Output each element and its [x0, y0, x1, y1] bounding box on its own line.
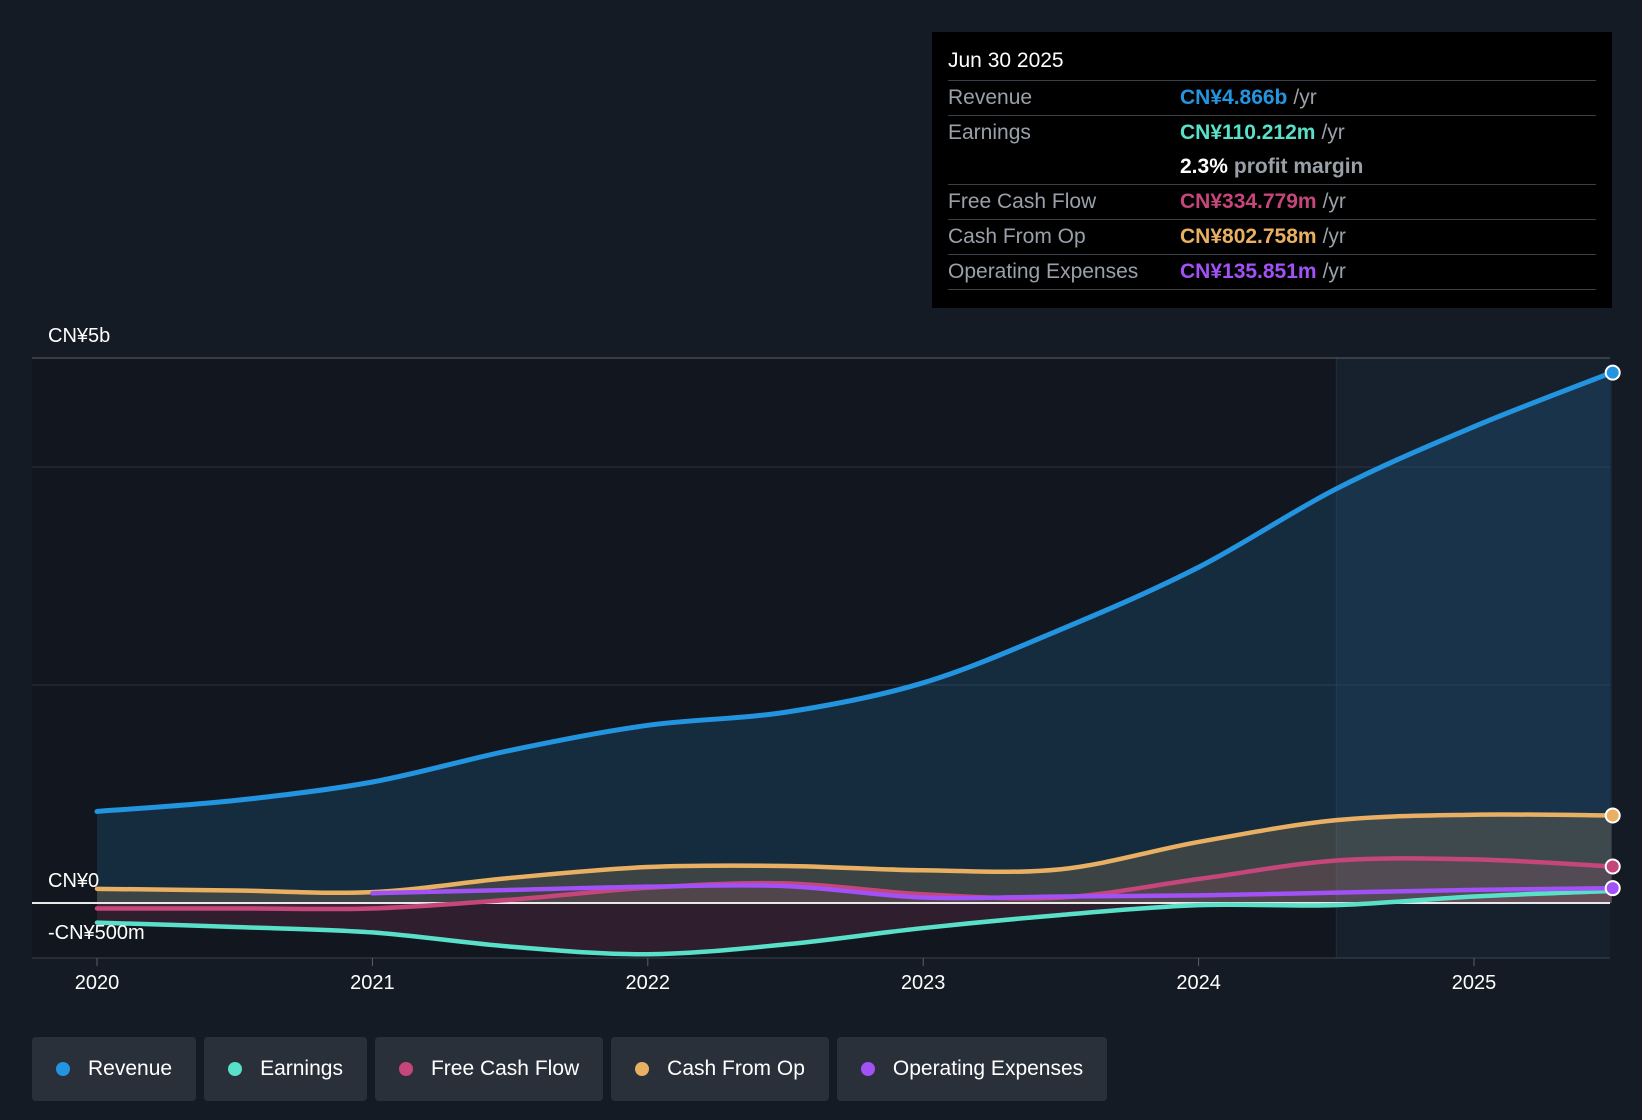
area-fill-earnings	[97, 891, 1612, 955]
tooltip-date: Jun 30 2025	[948, 49, 1064, 72]
legend-item-free-cash-flow[interactable]: Free Cash Flow	[374, 1037, 604, 1101]
tooltip-cfo-row: Cash From Op CN¥802.758m /yr	[948, 219, 1596, 254]
tooltip-revenue-label: Revenue	[948, 86, 1033, 109]
tooltip-margin-row: 2.3% profit margin	[948, 150, 1596, 184]
tooltip-revenue-unit: /yr	[1293, 86, 1317, 109]
legend-item-earnings[interactable]: Earnings	[204, 1037, 367, 1101]
x-tick-label: 2021	[350, 972, 395, 994]
legend-label-earnings: Earnings	[260, 1057, 343, 1080]
legend-label-free-cash-flow: Free Cash Flow	[430, 1057, 580, 1080]
legend-dot-revenue	[56, 1062, 70, 1076]
legend-label-operating-expenses: Operating Expenses	[892, 1057, 1084, 1080]
tooltip-fcf-label: Free Cash Flow	[948, 190, 1097, 213]
tooltip-margin-value: 2.3%	[1180, 155, 1228, 178]
series-line-revenue	[94, 370, 1615, 814]
tooltip-fcf-row: Free Cash Flow CN¥334.779m /yr	[948, 184, 1596, 219]
legend-item-revenue[interactable]: Revenue	[32, 1037, 197, 1101]
y-tick-label: CN¥0	[48, 870, 99, 892]
tooltip-opex-unit: /yr	[1322, 260, 1346, 283]
y-tick-label: CN¥5b	[48, 325, 110, 347]
tooltip-revenue-value: CN¥4.866b	[1180, 86, 1288, 109]
tooltip-opex-row: Operating Expenses CN¥135.851m /yr	[948, 254, 1596, 290]
legend-label-cash-from-op: Cash From Op	[667, 1057, 805, 1080]
tooltip-opex-value: CN¥135.851m	[1180, 260, 1317, 283]
tooltip-cfo-value: CN¥802.758m	[1180, 225, 1317, 248]
x-tick-label: 2020	[75, 972, 120, 994]
tooltip-cfo-label: Cash From Op	[948, 225, 1086, 248]
end-marker-fcf	[1604, 858, 1621, 875]
legend-dot-operating-expenses	[860, 1062, 875, 1076]
tooltip-earnings-label: Earnings	[948, 121, 1031, 144]
tooltip-earnings-unit: /yr	[1321, 121, 1345, 144]
tooltip-margin-text: profit margin	[1233, 155, 1364, 178]
x-tick-label: 2023	[901, 972, 946, 994]
legend-dot-cash-from-op	[635, 1062, 650, 1076]
end-marker-revenue	[1604, 364, 1621, 381]
area-fill-revenue	[97, 372, 1612, 904]
legend-dot-earnings	[228, 1062, 243, 1076]
tooltip-fcf-value: CN¥334.779m	[1180, 190, 1317, 213]
tooltip-earnings-row: Earnings CN¥110.212m /yr	[948, 115, 1596, 150]
series-line-earnings	[94, 888, 1614, 957]
tooltip-opex-label: Operating Expenses	[948, 260, 1139, 283]
series-line-opex	[370, 883, 1614, 901]
end-marker-cfo	[1604, 807, 1621, 824]
x-tick-label: 2025	[1452, 972, 1497, 994]
legend-label-revenue: Revenue	[88, 1057, 173, 1080]
chart-legend: Revenue Earnings Free Cash Flow Cash Fro…	[32, 1037, 1108, 1101]
tooltip-fcf-unit: /yr	[1322, 190, 1346, 213]
x-tick-label: 2022	[626, 972, 671, 994]
y-tick-label: -CN¥500m	[48, 922, 145, 944]
data-tooltip: Jun 30 2025 Revenue CN¥4.866b /yr Earnin…	[932, 32, 1612, 308]
legend-dot-free-cash-flow	[398, 1062, 413, 1076]
series-line-fcf	[94, 856, 1614, 912]
legend-item-cash-from-op[interactable]: Cash From Op	[611, 1037, 829, 1101]
tooltip-cfo-unit: /yr	[1322, 225, 1346, 248]
tooltip-revenue-row: Revenue CN¥4.866b /yr	[948, 80, 1596, 115]
series-line-cfo	[94, 812, 1614, 896]
tooltip-earnings-value: CN¥110.212m	[1180, 121, 1316, 144]
legend-item-operating-expenses[interactable]: Operating Expenses	[836, 1037, 1108, 1101]
x-tick-label: 2024	[1176, 972, 1221, 994]
end-marker-opex	[1604, 880, 1621, 897]
